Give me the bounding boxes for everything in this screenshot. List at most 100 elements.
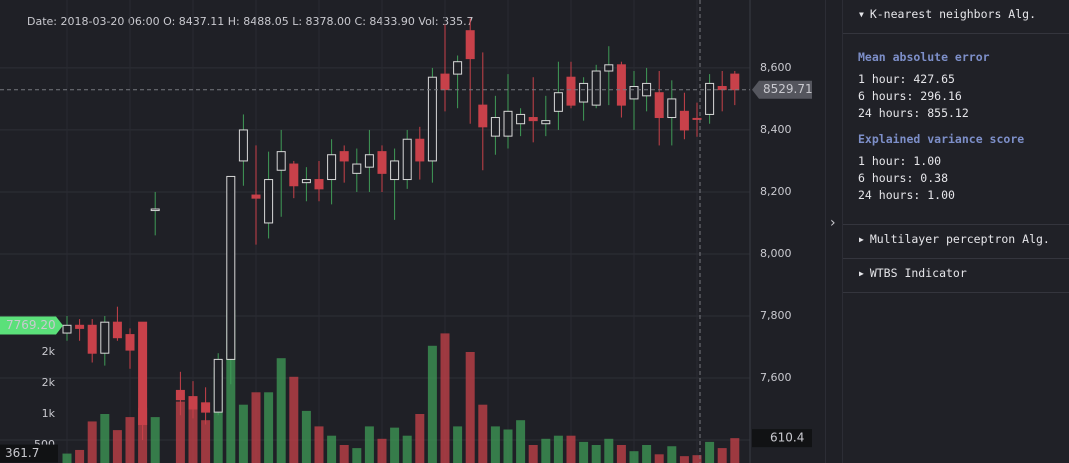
candle-body [427,76,437,162]
volume-bar [667,446,677,463]
volume-bar [87,421,97,463]
y-tick-label: 8,600 [760,61,792,74]
candle-body [188,396,198,410]
volume-bar [490,426,500,463]
section-header[interactable]: ▶ WTBS Indicator [843,259,1069,293]
volume-bar [654,454,664,463]
candle-body [289,163,299,187]
candle-body [629,86,639,100]
volume-bar [402,435,412,463]
volume-bar [213,367,223,463]
metric-row: 24 hours: 1.00 [858,188,955,202]
candle-body [301,179,311,184]
left-volume-tag-bg [0,444,58,463]
metric-row: 6 hours: 296.16 [858,89,962,103]
candle-body [201,402,211,413]
chart: Date: 2018-03-20 06:00 O: 8437.11 H: 848… [0,0,813,463]
volume-bar [679,456,689,463]
candle-body [112,321,122,339]
y-tick-label: 8,400 [760,123,792,136]
candle-body [478,104,488,128]
left-volume-tag: 361.7 [5,446,39,460]
expand-arrow: ▶ [859,235,864,244]
volume-bar [516,420,526,463]
volume-bar [289,376,299,463]
volume-bar [201,420,211,463]
candle-body [705,82,715,115]
candle-body [150,208,160,212]
section-title: Multilayer perceptron Alg. [869,232,1050,246]
y-tick-label: 7,600 [760,371,792,384]
candle-body [667,98,677,119]
left-price-tag: 7769.20 [6,318,56,332]
candle-body [528,117,538,122]
volume-bar [352,448,362,463]
volume-bar [566,435,576,463]
side-panel: ▼ K-nearest neighbors Alg. Mean absolute e… [842,0,1069,463]
volume-bar [112,430,122,463]
section-body: Mean absolute error 1 hour: 427.65 6 hours… [843,34,1069,225]
candle-body [490,117,500,137]
volume-bar [629,451,639,463]
volume-bar [188,404,198,463]
section-header[interactable]: ▶ Multilayer perceptron Alg. [843,225,1069,259]
candle-body [125,334,135,351]
candle-body [465,30,475,60]
candle-body [390,160,400,181]
right-volume-tag: 610.4 [770,431,804,445]
y-tick-label: 8,000 [760,247,792,260]
metric-heading: Mean absolute error [858,50,990,64]
volume-bar [377,438,387,463]
candle-body [579,82,589,103]
candle-body [264,179,274,224]
volume-bar [541,438,551,463]
volume-bar [314,426,324,463]
candle-body [679,110,689,131]
candle-body [238,129,248,162]
volume-bar [339,444,349,463]
volume-bar [226,309,236,463]
volume-bar [604,438,614,463]
expand-arrow: ▼ [859,10,864,19]
candle-body [314,179,324,190]
candle-body [453,61,463,75]
volume-bar [705,441,715,463]
candle-body [87,324,97,354]
metric-group: Mean absolute error 1 hour: 427.65 6 hours… [858,50,1069,120]
volume-bar [62,453,72,463]
y-tick-label: 7,800 [760,309,792,322]
volume-bar [503,429,513,463]
candle-body [654,92,664,119]
candle-body [415,138,425,162]
ohlc-info: Date: 2018-03-20 06:00 O: 8437.11 H: 848… [27,15,474,28]
candle-body [377,151,387,174]
volume-bar [251,392,261,463]
candle-body [503,110,513,137]
candle-body [62,324,72,334]
candle-body [226,175,236,360]
last-price-tag-bg [752,80,812,99]
volume-tick-label: 2k [42,345,56,358]
candle-body [591,70,601,106]
volume-bar [616,444,626,463]
candle-body [327,154,337,181]
candle-body [604,64,614,72]
volume-bar [175,401,185,463]
candle-body [692,117,702,120]
right-volume-tag-bg [752,429,812,448]
section-title: WTBS Indicator [869,266,967,280]
candle-body [364,154,374,168]
section-header[interactable]: ▼ K-nearest neighbors Alg. [843,0,1069,34]
candle-body [75,324,85,329]
volume-bar [579,441,589,463]
volume-bar [642,444,652,463]
volume-bar [301,410,311,463]
candle-body [566,76,576,106]
volume-tick-label: 1k [42,407,56,420]
volume-bar [717,448,727,463]
panel-toggle[interactable]: › [825,0,843,463]
volume-bar [692,455,702,463]
candle-body [616,64,626,106]
volume-bar [264,392,274,463]
